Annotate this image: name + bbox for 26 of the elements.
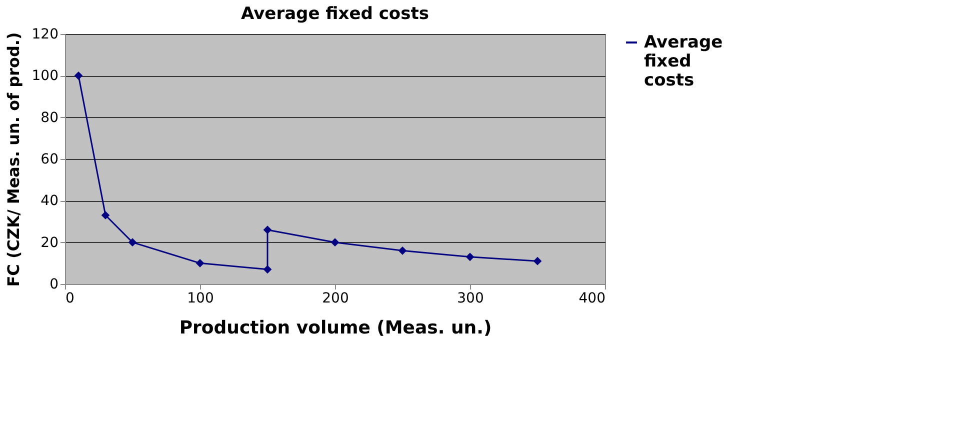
point — [101, 211, 110, 220]
point — [466, 252, 474, 262]
point — [398, 246, 407, 255]
y-tick-label: 0 — [50, 276, 58, 292]
y-tick-label: 20 — [40, 234, 58, 251]
y-tick-label: 120 — [32, 26, 58, 42]
point — [263, 226, 272, 234]
point — [263, 265, 272, 274]
point — [196, 258, 204, 268]
x-tick-label: 200 — [322, 290, 349, 306]
x-tick-label: 400 — [578, 290, 606, 306]
y-axis-title: FC (CZK/ Meas. un. of prod.) — [4, 32, 23, 287]
x-axis-title: Production volume (Meas. un.) — [179, 318, 492, 338]
point — [330, 238, 340, 247]
x-tick-label: 100 — [187, 290, 214, 306]
y-tick-label: 80 — [40, 110, 58, 126]
y-tick-label: 100 — [32, 68, 58, 84]
point — [533, 256, 542, 266]
legend-label: Average fixed costs — [644, 32, 723, 90]
x-tick-label: 0 — [66, 290, 74, 306]
chart-title: Average fixed costs — [241, 4, 429, 24]
y-tick-label: 60 — [40, 152, 58, 168]
y-tick-label: 40 — [40, 193, 58, 210]
point — [128, 238, 137, 247]
x-tick-label: 300 — [457, 290, 484, 306]
point — [74, 71, 83, 80]
